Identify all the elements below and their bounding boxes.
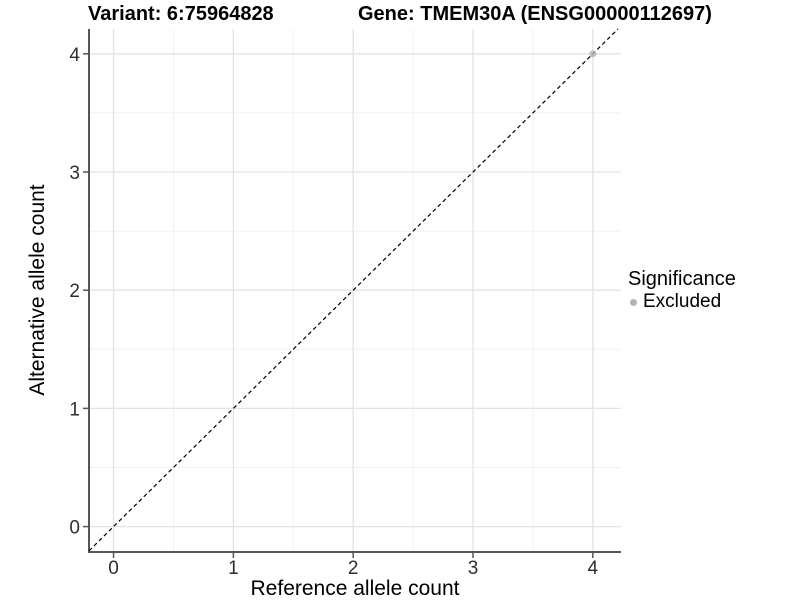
legend-title: Significance <box>628 268 736 290</box>
gene-title: Gene: TMEM30A (ENSG00000112697) <box>358 3 712 25</box>
legend-entry-label: Excluded <box>643 291 722 312</box>
y-tick-label: 3 <box>69 163 80 184</box>
legend: Significance Excluded <box>628 268 736 313</box>
y-tick-label: 4 <box>69 45 80 66</box>
identity-dashed-line <box>88 28 619 552</box>
x-tick-label: 1 <box>228 558 239 579</box>
x-tick-label: 4 <box>588 558 599 579</box>
y-tick-label: 1 <box>69 399 80 420</box>
legend-entry-excluded: Excluded <box>628 291 736 313</box>
x-tick-label: 3 <box>468 558 479 579</box>
y-tick-label: 2 <box>69 281 80 302</box>
x-axis-title: Reference allele count <box>250 577 460 600</box>
y-tick-label: 0 <box>69 518 80 539</box>
x-tick-label: 2 <box>348 558 359 579</box>
variant-title: Variant: 6:75964828 <box>88 3 274 25</box>
x-tick-label: 0 <box>108 558 119 579</box>
excluded-point-icon <box>630 298 637 306</box>
data-point-excluded <box>589 50 597 58</box>
y-axis-title: Alternative allele count <box>26 184 49 396</box>
